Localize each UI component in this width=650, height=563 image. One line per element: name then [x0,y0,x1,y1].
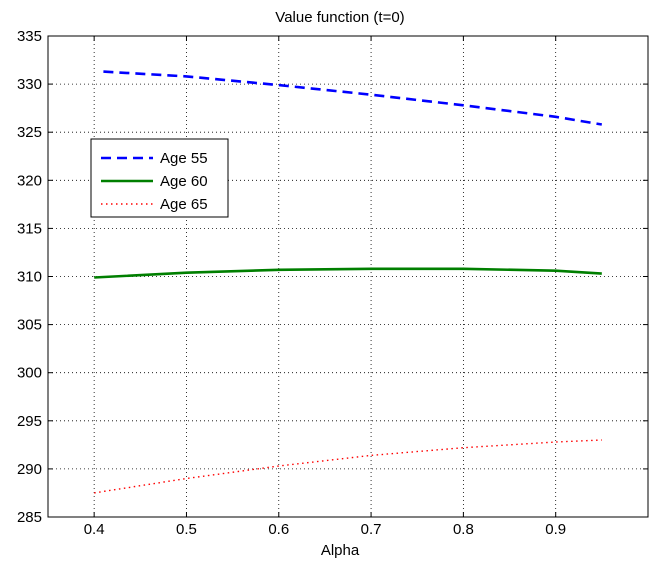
y-tick-label: 335 [17,28,42,45]
x-tick-label: 0.8 [453,521,474,538]
x-tick-label: 0.5 [176,521,197,538]
y-tick-label: 300 [17,365,42,382]
series-line-1 [103,70,603,126]
x-tick-label: 0.4 [84,521,105,538]
x-axis-label: Alpha [321,542,360,559]
x-tick-label: 0.7 [361,521,382,538]
axis-ticks: 0.4 0.5 0.6 0.7 0.8 0.9 285 290 295 300 305 310 315 3… [17,28,649,538]
y-tick-label: 330 [17,76,42,93]
x-tick-label: 0.6 [268,521,289,538]
chart-title: Value function (t=0) [275,9,404,26]
legend-label-3: Age 65 [160,196,208,213]
y-tick-label: 315 [17,220,42,237]
legend-label-1: Age 55 [160,150,208,167]
y-tick-label: 325 [17,124,42,141]
series-line-3 [94,439,602,494]
y-tick-label: 310 [17,269,42,286]
y-tick-label: 305 [17,317,42,334]
y-tick-label: 320 [17,172,42,189]
series-line-2 [94,267,602,279]
x-tick-label: 0.9 [545,521,566,538]
legend-box [90,138,229,218]
legend-label-2: Age 60 [160,173,208,190]
y-tick-label: 290 [17,461,42,478]
legend: Age 55 Age 60 Age 65 [90,138,229,218]
series-lines [94,70,603,494]
y-tick-label: 295 [17,413,42,430]
y-tick-label: 285 [17,509,42,526]
